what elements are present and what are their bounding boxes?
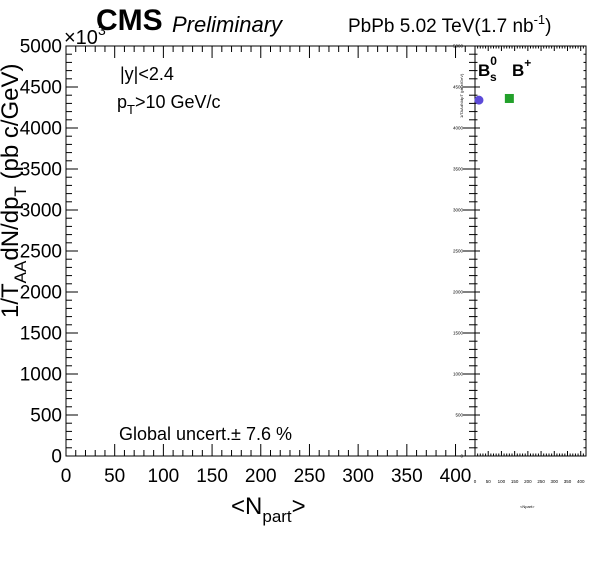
inset-y-title-sub1: AA <box>459 107 464 113</box>
x-title-sub: part <box>262 507 292 526</box>
main-y-tick-label: 5000 <box>20 37 62 58</box>
y-title-mid: dN/dp <box>0 197 24 261</box>
legend-bs: B0 s <box>478 54 497 84</box>
x-title-open: <N <box>231 493 262 520</box>
inset-y-title-mid: dN/dp <box>459 96 464 107</box>
inset-x-title-close: > <box>532 504 535 509</box>
main-x-tick-label: 300 <box>342 466 374 487</box>
y-axis-title: 1/TAAdN/dpT (pb c/GeV) <box>0 63 30 318</box>
inset-panel-axes: 0 50 100 150 200 250 300 350 4000500100015002000… <box>453 44 587 484</box>
inset-y-tick-label: 500 <box>455 413 463 418</box>
y-title-sub1: AA <box>11 260 30 283</box>
main-y-tick-label: 0 <box>51 447 62 468</box>
data-point-bs0 <box>474 95 484 105</box>
y-title-main: 1/T <box>0 283 24 318</box>
y-exponent-power: 3 <box>98 22 106 38</box>
data-point-b <box>504 93 514 103</box>
legend-bs-sub: s <box>490 70 497 84</box>
inset-x-axis-title: <Npart> <box>520 504 535 509</box>
main-y-tick-label: 2500 <box>20 242 62 263</box>
x-axis-title: <Npart> <box>231 493 306 526</box>
inset-frame <box>474 45 587 457</box>
inset-y-axis-title: 1/TAAdN/dpT (pb c/GeV) <box>459 73 464 118</box>
lumi-exp: -1 <box>534 12 546 27</box>
main-y-tick-label: 2000 <box>20 283 62 304</box>
rapidity-label: |y|<2.4 <box>120 64 174 84</box>
inset-y-tick-label: 0 <box>460 454 463 459</box>
inset-y-tick-label: 1500 <box>453 331 464 336</box>
legend-bplus: B+ <box>512 56 531 80</box>
main-y-tick-label: 1500 <box>20 324 62 345</box>
cms-label: CMS <box>96 4 163 37</box>
pt-sub: T <box>127 102 135 117</box>
main-x-tick-label: 350 <box>391 466 423 487</box>
main-y-tick-label: 4500 <box>20 78 62 99</box>
inset-x-tick-label: 350 <box>564 479 572 484</box>
collision-label: PbPb 5.02 TeV(1.7 nb-1) <box>348 12 551 37</box>
inset-x-tick-label: 0 <box>474 479 477 484</box>
y-exponent: ×103 <box>64 22 106 49</box>
inset-y-tick-label: 4000 <box>453 126 464 131</box>
global-uncertainty-label: Global uncert.± 7.6 % <box>119 424 292 444</box>
inset-x-tick-label: 50 <box>486 479 492 484</box>
main-y-tick-label: 3500 <box>20 160 62 181</box>
inset-y-title-sub2: T <box>459 93 464 96</box>
collision-energy: PbPb 5.02 TeV <box>348 16 475 37</box>
pt-rest: >10 GeV/c <box>135 92 221 112</box>
x-title-close: > <box>292 493 306 520</box>
inset-x-title-open: <N <box>520 504 525 509</box>
inset-x-tick-label: 300 <box>551 479 559 484</box>
inset-y-tick-label: 2000 <box>453 290 464 295</box>
inset-y-tick-label: 1000 <box>453 372 464 377</box>
inset-x-tick-label: 200 <box>524 479 532 484</box>
y-title-sub2: T <box>11 186 30 196</box>
main-y-tick-label: 500 <box>30 406 62 427</box>
inset-x-tick-label: 100 <box>498 479 506 484</box>
main-x-tick-label: 0 <box>61 466 72 487</box>
inset-y-title-main: 1/T <box>459 112 464 118</box>
legend-bs-sup: 0 <box>490 54 497 68</box>
inset-x-tick-label: 250 <box>537 479 545 484</box>
lumi-close: ) <box>545 16 551 37</box>
inset-y-tick-label: 3000 <box>453 208 464 213</box>
main-x-tick-label: 100 <box>148 466 180 487</box>
inset-y-tick-label: 5000 <box>453 44 464 49</box>
main-x-tick-label: 250 <box>294 466 326 487</box>
pt-main: p <box>117 92 127 112</box>
main-x-tick-label: 150 <box>196 466 228 487</box>
y-title-unit: (pb c/GeV) <box>0 63 24 186</box>
inset-x-tick-label: 400 <box>577 479 585 484</box>
inset-y-tick-label: 4500 <box>453 85 464 90</box>
inset-x-tick-label: 150 <box>511 479 519 484</box>
main-x-tick-label: 50 <box>104 466 125 487</box>
legend-bplus-base: B <box>512 61 524 80</box>
preliminary-label: Preliminary <box>172 12 284 37</box>
y-exponent-base: ×10 <box>64 27 98 49</box>
main-y-tick-label: 3000 <box>20 201 62 222</box>
inset-y-tick-label: 3500 <box>453 167 464 172</box>
main-y-tick-label: 1000 <box>20 365 62 386</box>
inset-y-tick-label: 2500 <box>453 249 464 254</box>
main-x-tick-label: 400 <box>440 466 472 487</box>
pt-cut-label: pT>10 GeV/c <box>117 92 221 117</box>
main-x-tick-label: 200 <box>245 466 277 487</box>
inset-y-title-unit: (pb c/GeV) <box>459 73 464 94</box>
legend-bplus-sup: + <box>524 56 531 70</box>
inset-x-title-sub: part <box>525 504 533 509</box>
legend-bs-base: B <box>478 61 490 80</box>
main-panel-axes: 0 50 100 150 200 250 300 350 4000500100015002000… <box>20 37 476 487</box>
lumi-open: (1.7 nb <box>474 16 533 37</box>
main-y-tick-label: 4000 <box>20 119 62 140</box>
